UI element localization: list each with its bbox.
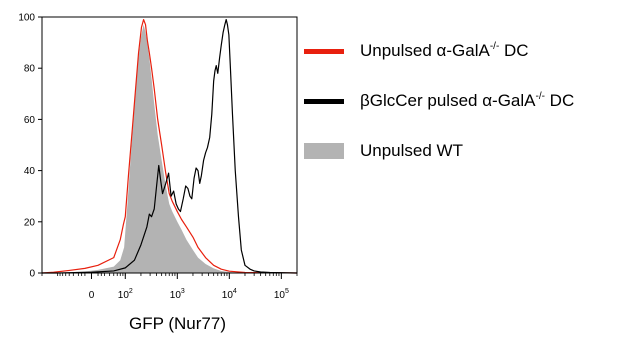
x-tick-label: 0 [89, 290, 95, 301]
legend-item-unpulsed-wt: Unpulsed WT [304, 136, 463, 166]
y-tick-label: 40 [24, 166, 36, 177]
y-tick-label: 80 [24, 64, 36, 75]
legend-item-unpulsed-galA: Unpulsed α-GalA-/- DC [304, 36, 529, 66]
legend-item-pulsed-galA: βGlcCer pulsed α-GalA-/- DC [304, 86, 574, 116]
series-glccer-pulsed-gala-dc [42, 18, 298, 274]
x-tick-label: 102 [118, 288, 133, 301]
y-tick-label: 60 [24, 115, 36, 126]
plot-area [41, 18, 298, 274]
series-unpulsed-gala-dc [41, 18, 298, 274]
axes: 0 20 40 60 80 100 0 102 103 104 105 GFP (Nur77) [18, 13, 298, 333]
legend-label-unpulsed-wt: Unpulsed WT [360, 141, 463, 160]
x-axis-title: GFP (Nur77) [129, 314, 226, 333]
x-tick-label: 103 [170, 288, 185, 301]
y-tick-label: 100 [18, 13, 35, 24]
legend-label-pulsed-galA: βGlcCer pulsed α-GalA-/- DC [360, 91, 575, 110]
y-tick-label: 0 [29, 269, 35, 280]
x-tick-label: 105 [274, 288, 289, 301]
y-tick-label: 20 [24, 217, 36, 228]
legend-label-unpulsed-galA: Unpulsed α-GalA-/- DC [360, 41, 529, 60]
series-unpulsed-wt [42, 24, 297, 274]
legend-swatch-gray [304, 143, 344, 159]
x-tick-label: 104 [222, 288, 237, 301]
legend-swatch-black [304, 98, 344, 104]
legend-swatch-red [304, 48, 344, 54]
